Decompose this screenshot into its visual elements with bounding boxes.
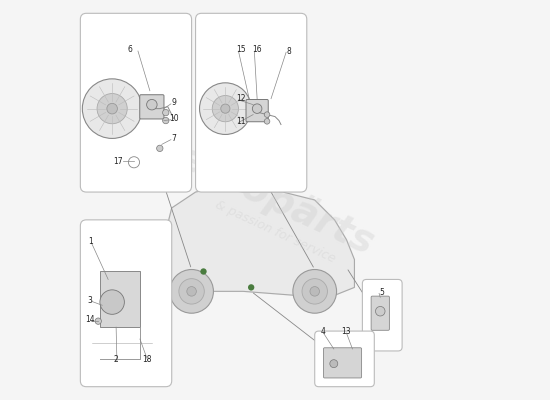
Text: 11: 11 [236,117,246,126]
FancyBboxPatch shape [80,220,172,387]
Text: 9: 9 [171,98,176,107]
Circle shape [200,268,207,275]
Text: 2: 2 [114,355,118,364]
FancyBboxPatch shape [362,280,402,351]
Circle shape [82,79,142,138]
Text: 18: 18 [142,355,152,364]
Circle shape [302,279,327,304]
Circle shape [264,118,270,124]
FancyBboxPatch shape [315,331,375,387]
Text: 8: 8 [287,46,292,56]
Text: 15: 15 [236,44,246,54]
Circle shape [147,100,157,110]
Circle shape [310,286,320,296]
Circle shape [376,306,385,316]
FancyBboxPatch shape [196,13,307,192]
Circle shape [200,83,251,134]
Circle shape [107,103,117,114]
Circle shape [179,279,204,304]
Text: 14: 14 [85,316,95,324]
Circle shape [100,290,124,314]
Circle shape [293,270,337,313]
Circle shape [248,284,254,290]
Text: 1: 1 [88,237,92,246]
Text: 13: 13 [341,327,350,336]
Circle shape [252,104,262,114]
FancyBboxPatch shape [371,296,389,330]
Circle shape [170,270,213,313]
Text: 4: 4 [320,327,325,336]
Text: & passion for service: & passion for service [213,198,337,266]
FancyBboxPatch shape [323,348,361,378]
Circle shape [95,318,101,324]
Circle shape [330,360,338,368]
Circle shape [221,104,230,113]
Text: europärts: europärts [169,137,381,263]
Bar [100,272,140,327]
Text: 12: 12 [236,94,246,103]
Circle shape [97,94,127,124]
Circle shape [212,96,239,122]
Text: 6: 6 [128,44,133,54]
Text: 17: 17 [113,156,123,166]
Polygon shape [156,188,354,295]
Circle shape [187,286,196,296]
Circle shape [163,117,169,124]
Text: 10: 10 [169,114,179,123]
Circle shape [157,145,163,152]
FancyBboxPatch shape [140,95,164,119]
Text: 7: 7 [171,134,176,143]
Circle shape [163,110,169,116]
FancyBboxPatch shape [246,100,268,122]
Circle shape [264,112,270,117]
Text: 3: 3 [88,296,93,305]
Text: 5: 5 [379,288,384,297]
Text: 16: 16 [252,44,262,54]
FancyBboxPatch shape [80,13,191,192]
